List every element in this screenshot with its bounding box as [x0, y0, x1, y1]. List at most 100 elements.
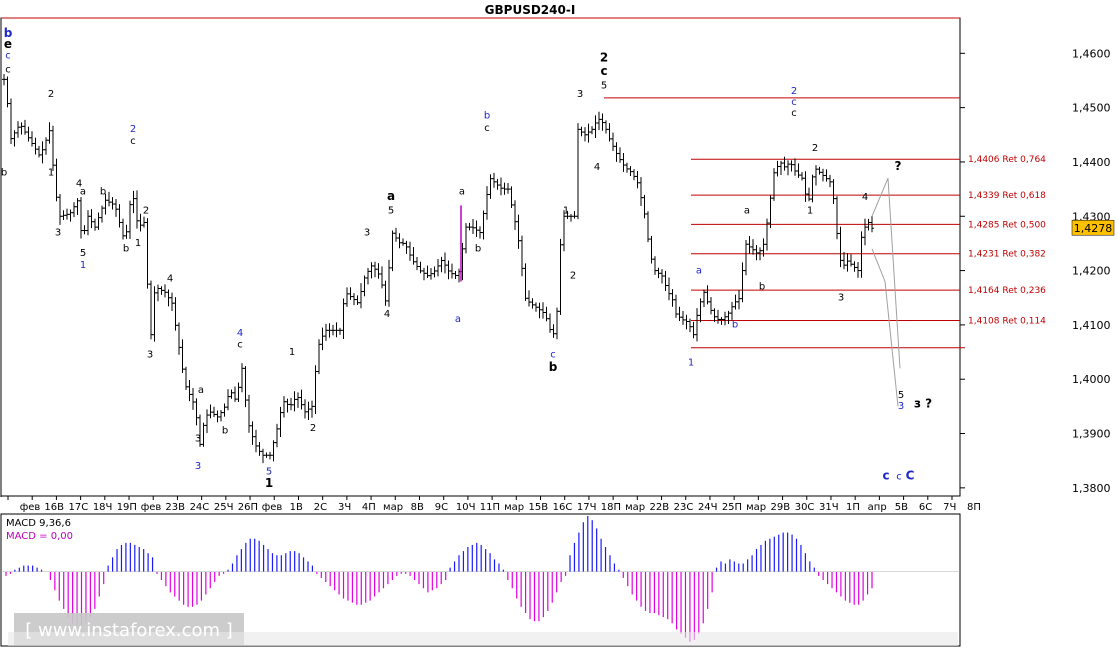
fibonacci-levels: 1,4406 Ret 0,764 1,4339 Ret 0,618 1,4285 R… [691, 155, 1046, 327]
wave-label: b [484, 110, 490, 121]
wave-label: c [484, 123, 490, 134]
wave-label: b [123, 244, 129, 255]
x-tick-label: 30С [795, 502, 815, 513]
x-tick-label: 23В [165, 502, 185, 513]
wave-label: 5 [388, 206, 394, 217]
wave-label: 3 [55, 227, 61, 238]
x-tick-label: 19П [117, 502, 137, 513]
wave-label: 1 [80, 260, 86, 271]
x-tick-label: фев [141, 502, 162, 513]
x-tick-label: 1П [846, 502, 860, 513]
wave-label: b [759, 282, 765, 293]
wave-label: b [1, 168, 7, 179]
wave-label: 3 [195, 434, 201, 445]
x-tick-label: 5В [895, 502, 908, 513]
wave-label: c [600, 64, 607, 78]
fib-level-label: 1,4231 Ret 0,382 [968, 250, 1046, 260]
x-tick-label: 11П [480, 502, 500, 513]
wave-label: 2 [812, 143, 818, 154]
chart-title: GBPUSD240-I [485, 3, 576, 17]
x-tick-label: 17С [69, 502, 89, 513]
fib-level-label: 1,4406 Ret 0,764 [968, 155, 1046, 165]
x-tick-label: 3Ч [338, 502, 351, 513]
wave-label: c [5, 51, 11, 62]
y-tick-label: 1,4500 [1072, 102, 1111, 115]
fib-level-label: 1,4339 Ret 0,618 [968, 191, 1046, 201]
x-tick-label: фев [262, 502, 283, 513]
wave-label: 3 [195, 461, 201, 472]
wave-label: a [198, 385, 204, 396]
x-tick-label: 16В [44, 502, 64, 513]
x-tick-label: мар [504, 502, 524, 513]
x-tick-label: 26П [238, 502, 258, 513]
wave-label: 2 [600, 50, 608, 64]
horizontal-lines [1, 17, 965, 349]
forecast-path [871, 178, 901, 369]
wave-label: a [455, 314, 461, 325]
wave-label: a [459, 187, 465, 198]
wave-label: 3 [838, 292, 844, 303]
x-tick-label: 18П [601, 502, 621, 513]
wave-label: 3 [147, 349, 153, 360]
x-tick-label: 17Ч [577, 502, 597, 513]
x-tick-label: 25П [722, 502, 742, 513]
wave-label: 1 [265, 476, 273, 490]
wave-label: з ? [914, 396, 932, 410]
wave-label: a [387, 189, 395, 203]
wave-labels: beccb214a351b2c21b43a3b34c5112a534ababcc… [1, 26, 932, 490]
x-tick-label: 7Ч [943, 502, 956, 513]
wave-label: b [222, 426, 228, 437]
x-tick-label: мар [383, 502, 403, 513]
wave-label: 2 [143, 206, 149, 217]
time-axis: фев 16В 17С 18Ч 19П фев 23В 24С 25Ч 26П фев 1В 2С 3Ч 4… [7, 496, 981, 513]
x-tick-label: 10Ч [456, 502, 476, 513]
wave-label: 4 [594, 162, 600, 173]
wave-label: 2 [310, 423, 316, 434]
wave-label: c [5, 64, 11, 75]
wave-label: 3 [364, 227, 370, 238]
wave-label: ? [895, 159, 902, 173]
wave-label: 1 [807, 206, 813, 217]
macd-histogram [1, 516, 960, 642]
wave-label: 2 [791, 86, 797, 97]
x-tick-label: 22В [650, 502, 670, 513]
x-tick-label: 23С [674, 502, 694, 513]
wave-label: 2 [48, 89, 54, 100]
fib-level-label: 1,4108 Ret 0,114 [968, 317, 1046, 327]
wave-label: 2 [130, 124, 136, 135]
wave-label: 4 [237, 328, 243, 339]
wave-label: a [696, 265, 702, 276]
x-tick-label: 8В [411, 502, 424, 513]
wave-label: c [791, 97, 797, 108]
y-tick-label: 1,4000 [1072, 373, 1111, 386]
wave-label: 5 [266, 466, 272, 477]
wave-label: c [896, 472, 902, 483]
x-tick-label: 29В [771, 502, 791, 513]
x-tick-label: 31Ч [819, 502, 839, 513]
wave-label: a [80, 187, 86, 198]
wave-label: 3 [898, 401, 904, 412]
wave-label: 1 [688, 358, 694, 369]
wave-label: e [4, 37, 12, 51]
wave-label: b [732, 320, 738, 331]
wave-label: c [882, 469, 889, 483]
wave-label: 3 [577, 89, 583, 100]
wave-label: b [4, 26, 13, 40]
x-tick-label: 25Ч [214, 502, 234, 513]
y-tick-label: 1,3800 [1072, 482, 1111, 495]
x-tick-label: 9С [435, 502, 448, 513]
wave-label: 2 [570, 271, 576, 282]
forecast-lines [871, 178, 901, 407]
wave-label: 1 [135, 238, 141, 249]
wave-label: 4 [76, 178, 82, 189]
wave-label: 4 [384, 309, 390, 320]
x-tick-label: 4П [362, 502, 376, 513]
current-price-label: 1,4278 [1074, 222, 1113, 235]
wave-label: C [906, 469, 915, 483]
fib-level-label: 1,4285 Ret 0,500 [968, 220, 1046, 230]
x-tick-label: 15В [529, 502, 549, 513]
x-tick-label: 18Ч [93, 502, 113, 513]
x-tick-label: 16С [553, 502, 573, 513]
current-price-marker: 1,4278 [1071, 219, 1115, 236]
